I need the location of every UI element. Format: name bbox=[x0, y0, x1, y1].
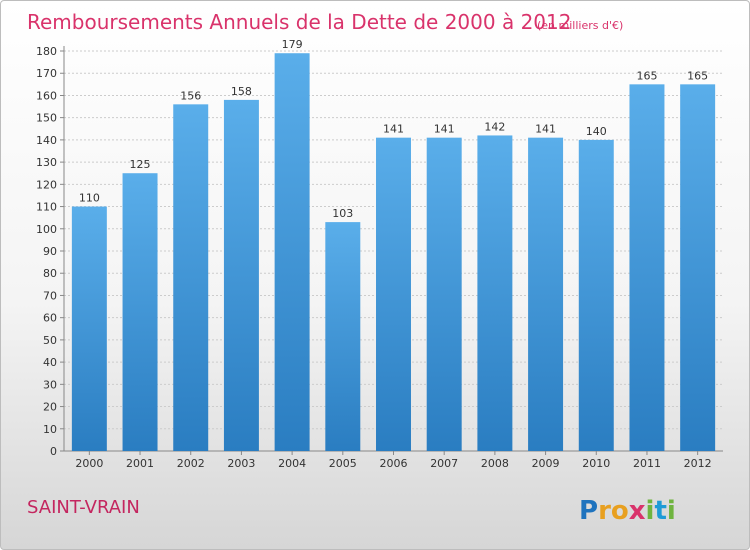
data-label: 141 bbox=[383, 123, 404, 136]
y-tick-label: 30 bbox=[43, 378, 57, 391]
data-label: 142 bbox=[484, 120, 505, 133]
data-label: 158 bbox=[231, 85, 252, 98]
bars: 110 125 156 158 179 103 141 141 142 141 140 165 165 bbox=[71, 38, 716, 451]
y-tick-label: 70 bbox=[43, 289, 57, 302]
bar bbox=[578, 139, 614, 451]
chart-unit: (en milliers d'€) bbox=[537, 19, 623, 32]
x-tick-label: 2001 bbox=[126, 457, 154, 470]
data-label: 140 bbox=[586, 125, 607, 138]
bar bbox=[223, 99, 259, 451]
logo-letter: r bbox=[598, 496, 611, 526]
x-tick-label: 2003 bbox=[227, 457, 255, 470]
bar bbox=[680, 84, 716, 451]
y-tick-label: 80 bbox=[43, 267, 57, 280]
bar bbox=[71, 206, 107, 451]
y-tick-label: 160 bbox=[36, 89, 57, 102]
y-tick-label: 10 bbox=[43, 423, 57, 436]
x-tick-label: 2006 bbox=[380, 457, 408, 470]
data-label: 110 bbox=[79, 192, 100, 205]
data-label: 179 bbox=[282, 38, 303, 51]
y-tick-label: 90 bbox=[43, 245, 57, 258]
bar bbox=[629, 84, 665, 451]
commune-name: SAINT-VRAIN bbox=[27, 497, 140, 518]
logo-letter: o bbox=[611, 496, 629, 526]
x-tick-label: 2009 bbox=[532, 457, 560, 470]
bar bbox=[325, 222, 361, 451]
bar bbox=[173, 104, 209, 451]
logo-letter: x bbox=[629, 496, 646, 526]
data-label: 156 bbox=[180, 89, 201, 102]
data-label: 165 bbox=[636, 69, 657, 82]
y-tick-label: 40 bbox=[43, 356, 57, 369]
x-tick-label: 2010 bbox=[582, 457, 610, 470]
bar bbox=[426, 137, 462, 451]
x-tick-label: 2004 bbox=[278, 457, 306, 470]
y-tick-label: 0 bbox=[50, 445, 57, 458]
logo-letter: i bbox=[646, 496, 655, 526]
y-tick-label: 140 bbox=[36, 134, 57, 147]
x-tick-label: 2008 bbox=[481, 457, 509, 470]
bar bbox=[528, 137, 564, 451]
y-tick-label: 180 bbox=[36, 45, 57, 58]
y-tick-label: 150 bbox=[36, 112, 57, 125]
data-label: 141 bbox=[535, 123, 556, 136]
chart-title: Remboursements Annuels de la Dette de 20… bbox=[27, 10, 571, 34]
proxiti-logo: Proxiti bbox=[579, 496, 676, 526]
x-tick-label: 2012 bbox=[684, 457, 712, 470]
bar bbox=[477, 135, 513, 451]
y-tick-label: 20 bbox=[43, 401, 57, 414]
data-label: 141 bbox=[434, 123, 455, 136]
data-label: 103 bbox=[332, 207, 353, 220]
bar bbox=[274, 53, 310, 451]
x-tick-label: 2002 bbox=[177, 457, 205, 470]
data-label: 125 bbox=[130, 158, 151, 171]
y-tick-label: 60 bbox=[43, 312, 57, 325]
x-tick-label: 2000 bbox=[75, 457, 103, 470]
logo-letter: P bbox=[579, 496, 598, 526]
logo-letter: t bbox=[654, 496, 666, 526]
logo-letter: i bbox=[667, 496, 676, 526]
y-tick-label: 50 bbox=[43, 334, 57, 347]
y-tick-label: 170 bbox=[36, 67, 57, 80]
y-tick-label: 110 bbox=[36, 201, 57, 214]
y-tick-label: 120 bbox=[36, 178, 57, 191]
data-label: 165 bbox=[687, 69, 708, 82]
bar bbox=[122, 173, 158, 451]
y-tick-label: 130 bbox=[36, 156, 57, 169]
x-tick-label: 2011 bbox=[633, 457, 661, 470]
x-tick-label: 2007 bbox=[430, 457, 458, 470]
y-tick-label: 100 bbox=[36, 223, 57, 236]
x-tick-label: 2005 bbox=[329, 457, 357, 470]
bar bbox=[376, 137, 411, 451]
